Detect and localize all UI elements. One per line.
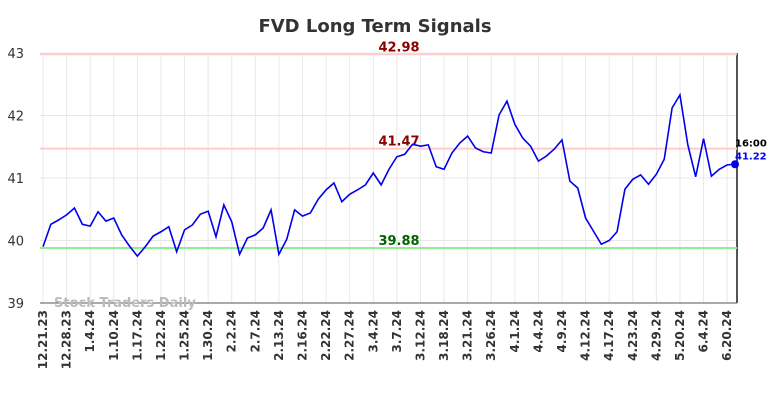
- x-tick-label: 12.28.23: [60, 310, 74, 369]
- x-tick-label: 1.17.24: [130, 310, 144, 361]
- x-tick-label: 3.21.24: [461, 310, 475, 361]
- x-tick-label: 12.21.23: [36, 310, 50, 369]
- x-tick-label: 2.13.24: [272, 310, 286, 361]
- x-tick-label: 4.17.24: [602, 310, 616, 361]
- x-tick-label: 4.4.24: [531, 310, 545, 353]
- x-tick-label: 4.1.24: [508, 310, 522, 353]
- reference-label: 39.88: [378, 234, 419, 249]
- x-tick-label: 4.23.24: [626, 310, 640, 361]
- y-tick-label: 43: [7, 47, 24, 62]
- x-tick-label: 3.4.24: [366, 310, 380, 353]
- x-tick-label: 6.20.24: [720, 310, 734, 361]
- chart-title: FVD Long Term Signals: [258, 16, 491, 37]
- y-tick-label: 40: [7, 235, 24, 250]
- x-tick-label: 4.9.24: [555, 310, 569, 353]
- x-tick-label: 1.25.24: [178, 310, 192, 361]
- x-tick-label: 4.29.24: [649, 310, 663, 361]
- x-tick-label: 5.20.24: [673, 310, 687, 361]
- x-tick-label: 2.22.24: [319, 310, 333, 361]
- x-tick-label: 4.12.24: [579, 310, 593, 361]
- x-tick-label: 1.22.24: [154, 310, 168, 361]
- x-tick-label: 2.16.24: [296, 310, 310, 361]
- x-tick-label: 3.12.24: [413, 310, 427, 361]
- x-tick-label: 3.26.24: [484, 310, 498, 361]
- reference-label: 41.47: [378, 135, 419, 150]
- reference-label: 42.98: [378, 40, 419, 55]
- watermark: Stock Traders Daily: [54, 296, 196, 311]
- x-tick-label: 1.30.24: [201, 310, 215, 361]
- last-point: [731, 160, 739, 169]
- price-line: [42, 92, 736, 258]
- y-tick-label: 39: [7, 297, 24, 312]
- y-tick-label: 41: [7, 172, 24, 187]
- y-tick-label: 42: [7, 110, 24, 125]
- x-tick-label: 2.7.24: [248, 310, 262, 353]
- x-tick-label: 2.2.24: [225, 310, 239, 353]
- x-tick-label: 1.4.24: [83, 310, 97, 353]
- x-tick-label: 1.10.24: [107, 310, 121, 361]
- x-tick-label: 3.18.24: [437, 310, 451, 361]
- last-value-label: 41.22: [735, 151, 767, 162]
- x-tick-label: 3.7.24: [390, 310, 404, 353]
- last-time-label: 16:00: [735, 138, 767, 149]
- x-tick-label: 2.27.24: [343, 310, 357, 361]
- x-tick-label: 6.4.24: [697, 310, 711, 353]
